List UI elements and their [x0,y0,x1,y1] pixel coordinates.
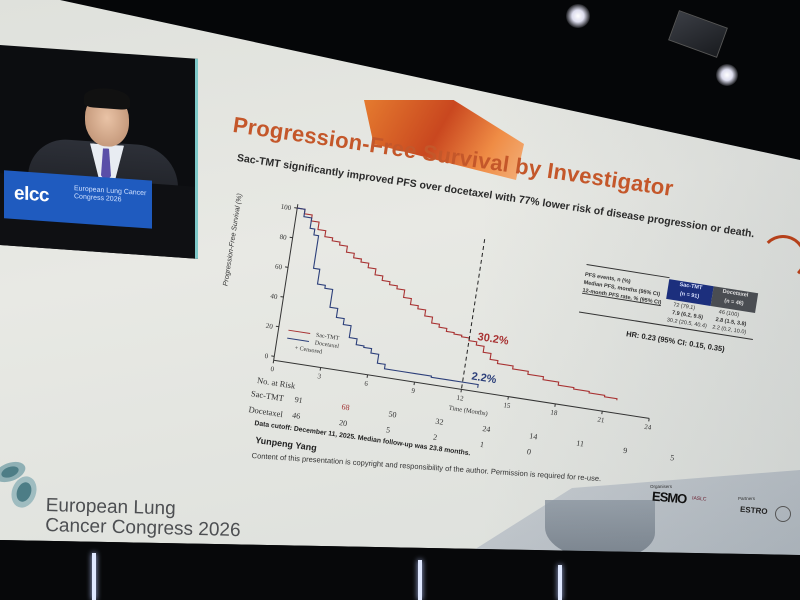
y-tick-label: 80 [279,233,288,242]
risk-value: 0 [526,447,532,457]
elcc-subtitle: European Lung Cancer Congress 2026 [74,185,147,204]
partners-label: Partners [738,496,756,501]
risk-value: 32 [434,416,445,427]
y-tick-label: 20 [265,322,274,331]
partner-round-logo-icon [775,506,791,522]
risk-value: 2 [432,432,438,443]
risk-value: 24 [481,424,492,435]
y-tick-label: 40 [270,292,279,301]
stage-light-strip [418,560,422,600]
x-tick-label: 0 [270,365,275,374]
decorative-arc [760,235,800,281]
elcc-leaf-logo-icon [0,461,37,508]
risk-value: 1 [479,439,485,450]
y-tick-label: 60 [274,262,283,271]
elcc-logo: elcc [14,182,49,207]
risk-value: 91 [294,394,304,406]
x-tick-label: 6 [364,379,369,388]
x-tick-label: 15 [503,401,512,410]
x-tick-label: 12 [456,394,465,403]
km-curve-sac-tmt [297,207,618,401]
organisers-label: Organisers [650,484,673,489]
speaker-hair [84,86,130,111]
y-tick-label: 0 [264,352,269,361]
x-tick-label: 24 [644,423,653,432]
legend-sac-tmt: Sac-TMT [315,332,339,342]
risk-value: 46 [291,410,301,421]
x-tick-label: 18 [550,408,559,417]
stage-light-strip [558,565,562,600]
legend-docetaxel: Docetaxel [314,340,339,350]
y-tick-label: 100 [280,203,292,213]
ceiling-spotlight [566,4,590,28]
risk-value: 9 [622,445,628,456]
risk-value: 5 [385,425,391,435]
rate-annotation: 2.2% [471,371,498,387]
risk-row-label: Docetaxel [247,404,284,420]
x-tick-label: 3 [317,372,322,381]
y-axis [273,204,299,361]
km-chart: Progression-Free Survival (%) 0 20 40 60 80 1… [222,193,713,478]
rate-annotation: 30.2% [477,331,510,348]
stage-light-strip [92,553,96,600]
risk-value: 11 [575,438,585,449]
iaslc-logo: IASLC [691,495,707,503]
decorative-shape [545,500,655,555]
km-curve-docetaxel [297,207,479,388]
reference-line-12m [460,239,486,392]
speaker-video: elcc European Lung Cancer Congress 2026 [0,45,198,259]
risk-value: 20 [338,418,348,429]
x-tick-label: 9 [411,387,416,396]
podium-branding-panel: elcc European Lung Cancer Congress 2026 [4,170,152,229]
congress-name: European Lung Cancer Congress 2026 [44,495,241,542]
ceiling-light-fixture [668,10,728,58]
risk-value: 5 [669,453,675,463]
ceiling-spotlight [716,64,738,86]
esmo-logo: ESMO [651,488,687,507]
risk-row-label: Sac-TMT [250,388,285,404]
risk-value: 68 [340,402,351,413]
x-tick-label: 21 [597,416,606,425]
legend-censored: + Censored [294,345,322,355]
risk-value: 50 [387,409,398,420]
risk-value: 14 [528,431,538,442]
